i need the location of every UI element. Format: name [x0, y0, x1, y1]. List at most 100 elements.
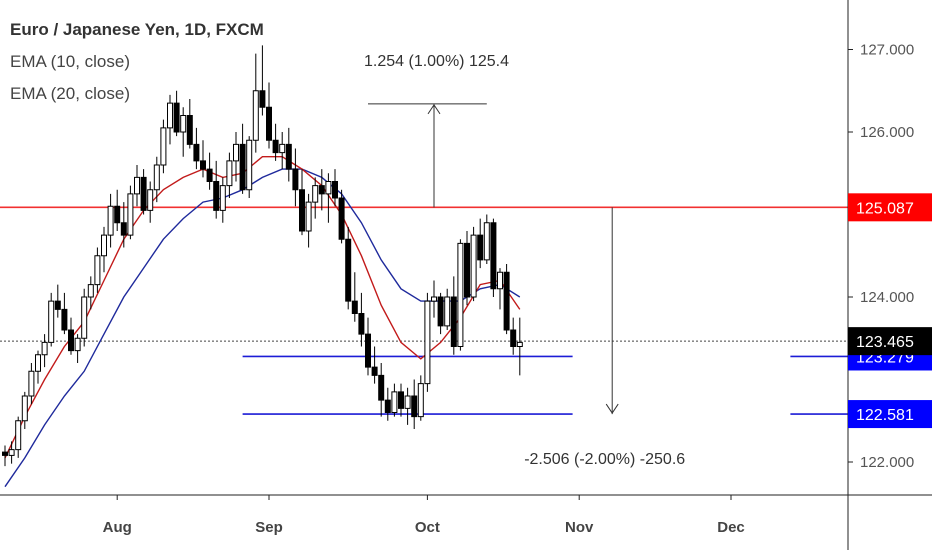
candle-body — [417, 383, 424, 418]
candle-body — [140, 176, 147, 211]
candle-body — [147, 189, 154, 211]
candle-body — [404, 395, 411, 409]
candle-body — [160, 127, 167, 166]
candle-body — [431, 296, 437, 302]
chart-legend: Euro / Japanese Yen, 1D, FXCM EMA (10, c… — [10, 14, 264, 110]
candle-body — [180, 115, 187, 133]
candle-body — [8, 449, 15, 456]
candle-body — [279, 143, 286, 154]
candle-body — [312, 185, 319, 203]
candle-body — [338, 197, 345, 240]
candle-body — [48, 300, 55, 343]
candle-body — [490, 222, 497, 290]
candle-body — [35, 354, 41, 372]
candle-body — [285, 143, 292, 170]
x-tick-label: Dec — [717, 519, 745, 536]
candle-body — [411, 395, 418, 418]
candle-body — [437, 296, 444, 327]
candle-body — [391, 391, 398, 413]
y-tick-label: 124.000 — [860, 289, 914, 306]
candle-body — [219, 185, 226, 211]
candle-body — [213, 181, 220, 211]
candle-body — [193, 143, 200, 162]
candle-body — [450, 296, 457, 347]
x-tick-label: Nov — [565, 519, 594, 536]
ema10-legend: EMA (10, close) — [10, 52, 130, 71]
candle-body — [378, 374, 385, 401]
measure-arrowhead-down — [605, 403, 619, 414]
candle-body — [345, 238, 352, 302]
candle-body — [246, 139, 253, 191]
x-tick-label: Aug — [103, 519, 132, 536]
horizontal-levels — [0, 206, 848, 415]
candle-body — [94, 255, 101, 286]
candle-body — [470, 234, 477, 298]
candle-body — [173, 102, 180, 133]
candle-body — [226, 160, 233, 187]
candle-body — [101, 234, 107, 257]
candle-body — [68, 329, 74, 352]
candle-body — [41, 341, 48, 356]
candle-body — [358, 313, 365, 335]
chart-title: Euro / Japanese Yen, 1D, FXCM — [10, 20, 264, 39]
candle-body — [510, 329, 517, 347]
candle-body — [233, 143, 239, 162]
candle-body — [28, 370, 35, 397]
candle-body — [153, 164, 160, 191]
candle-body — [87, 284, 94, 298]
candle-body — [371, 366, 378, 376]
candle-body — [503, 271, 510, 331]
candle-body — [464, 242, 470, 298]
level-badge-text: 122.581 — [856, 407, 914, 424]
candle-body — [61, 308, 68, 331]
y-tick-label: 126.000 — [860, 124, 914, 141]
candle-body — [127, 193, 134, 236]
y-tick-label: 127.000 — [860, 42, 914, 59]
candle-body — [252, 90, 259, 141]
candle-body — [114, 205, 121, 224]
candle-body — [272, 139, 279, 154]
level-badge-text: 125.087 — [856, 200, 914, 217]
candle-body — [107, 205, 114, 236]
candle-body — [325, 181, 332, 195]
candle-body — [74, 337, 81, 352]
candle-body — [21, 395, 28, 422]
measurement-tools: 1.254 (1.00%) 125.4 -2.506 (-2.00%) -250.… — [364, 53, 685, 468]
x-tick-label: Oct — [415, 519, 440, 536]
candle-body — [365, 333, 371, 368]
candle-body — [54, 300, 61, 310]
measure-down-label: -2.506 (-2.00%) -250.6 — [524, 451, 685, 468]
candle-body — [497, 271, 503, 290]
candle-body — [444, 296, 451, 327]
x-tick-label: Sep — [255, 519, 283, 536]
candle-body — [457, 242, 464, 347]
candle-body — [292, 168, 299, 191]
candle-body — [299, 189, 305, 232]
candle-body — [200, 160, 206, 170]
candle-body — [2, 451, 8, 456]
measure-arrowhead-up — [427, 103, 441, 115]
candle-body — [167, 102, 173, 129]
candle-body — [332, 181, 338, 199]
candle-body — [120, 222, 127, 236]
ema20-legend: EMA (20, close) — [10, 84, 130, 103]
level-badge — [848, 400, 932, 429]
last-price-badge — [848, 327, 932, 356]
candle-body — [483, 222, 490, 261]
candle-body — [305, 201, 312, 232]
candle-body — [477, 234, 484, 261]
candles — [2, 45, 523, 467]
candle-body — [134, 176, 140, 195]
candle-body — [398, 391, 404, 409]
y-tick-label: 122.000 — [860, 454, 914, 471]
last-price-badge-text: 123.465 — [856, 334, 914, 351]
candle-body — [206, 168, 213, 182]
candle-body — [266, 106, 272, 141]
candle-body — [186, 115, 193, 145]
measure-up-label: 1.254 (1.00%) 125.4 — [364, 53, 509, 70]
candle-body — [239, 143, 246, 191]
candle-body — [351, 300, 358, 314]
candle-body — [384, 399, 391, 413]
